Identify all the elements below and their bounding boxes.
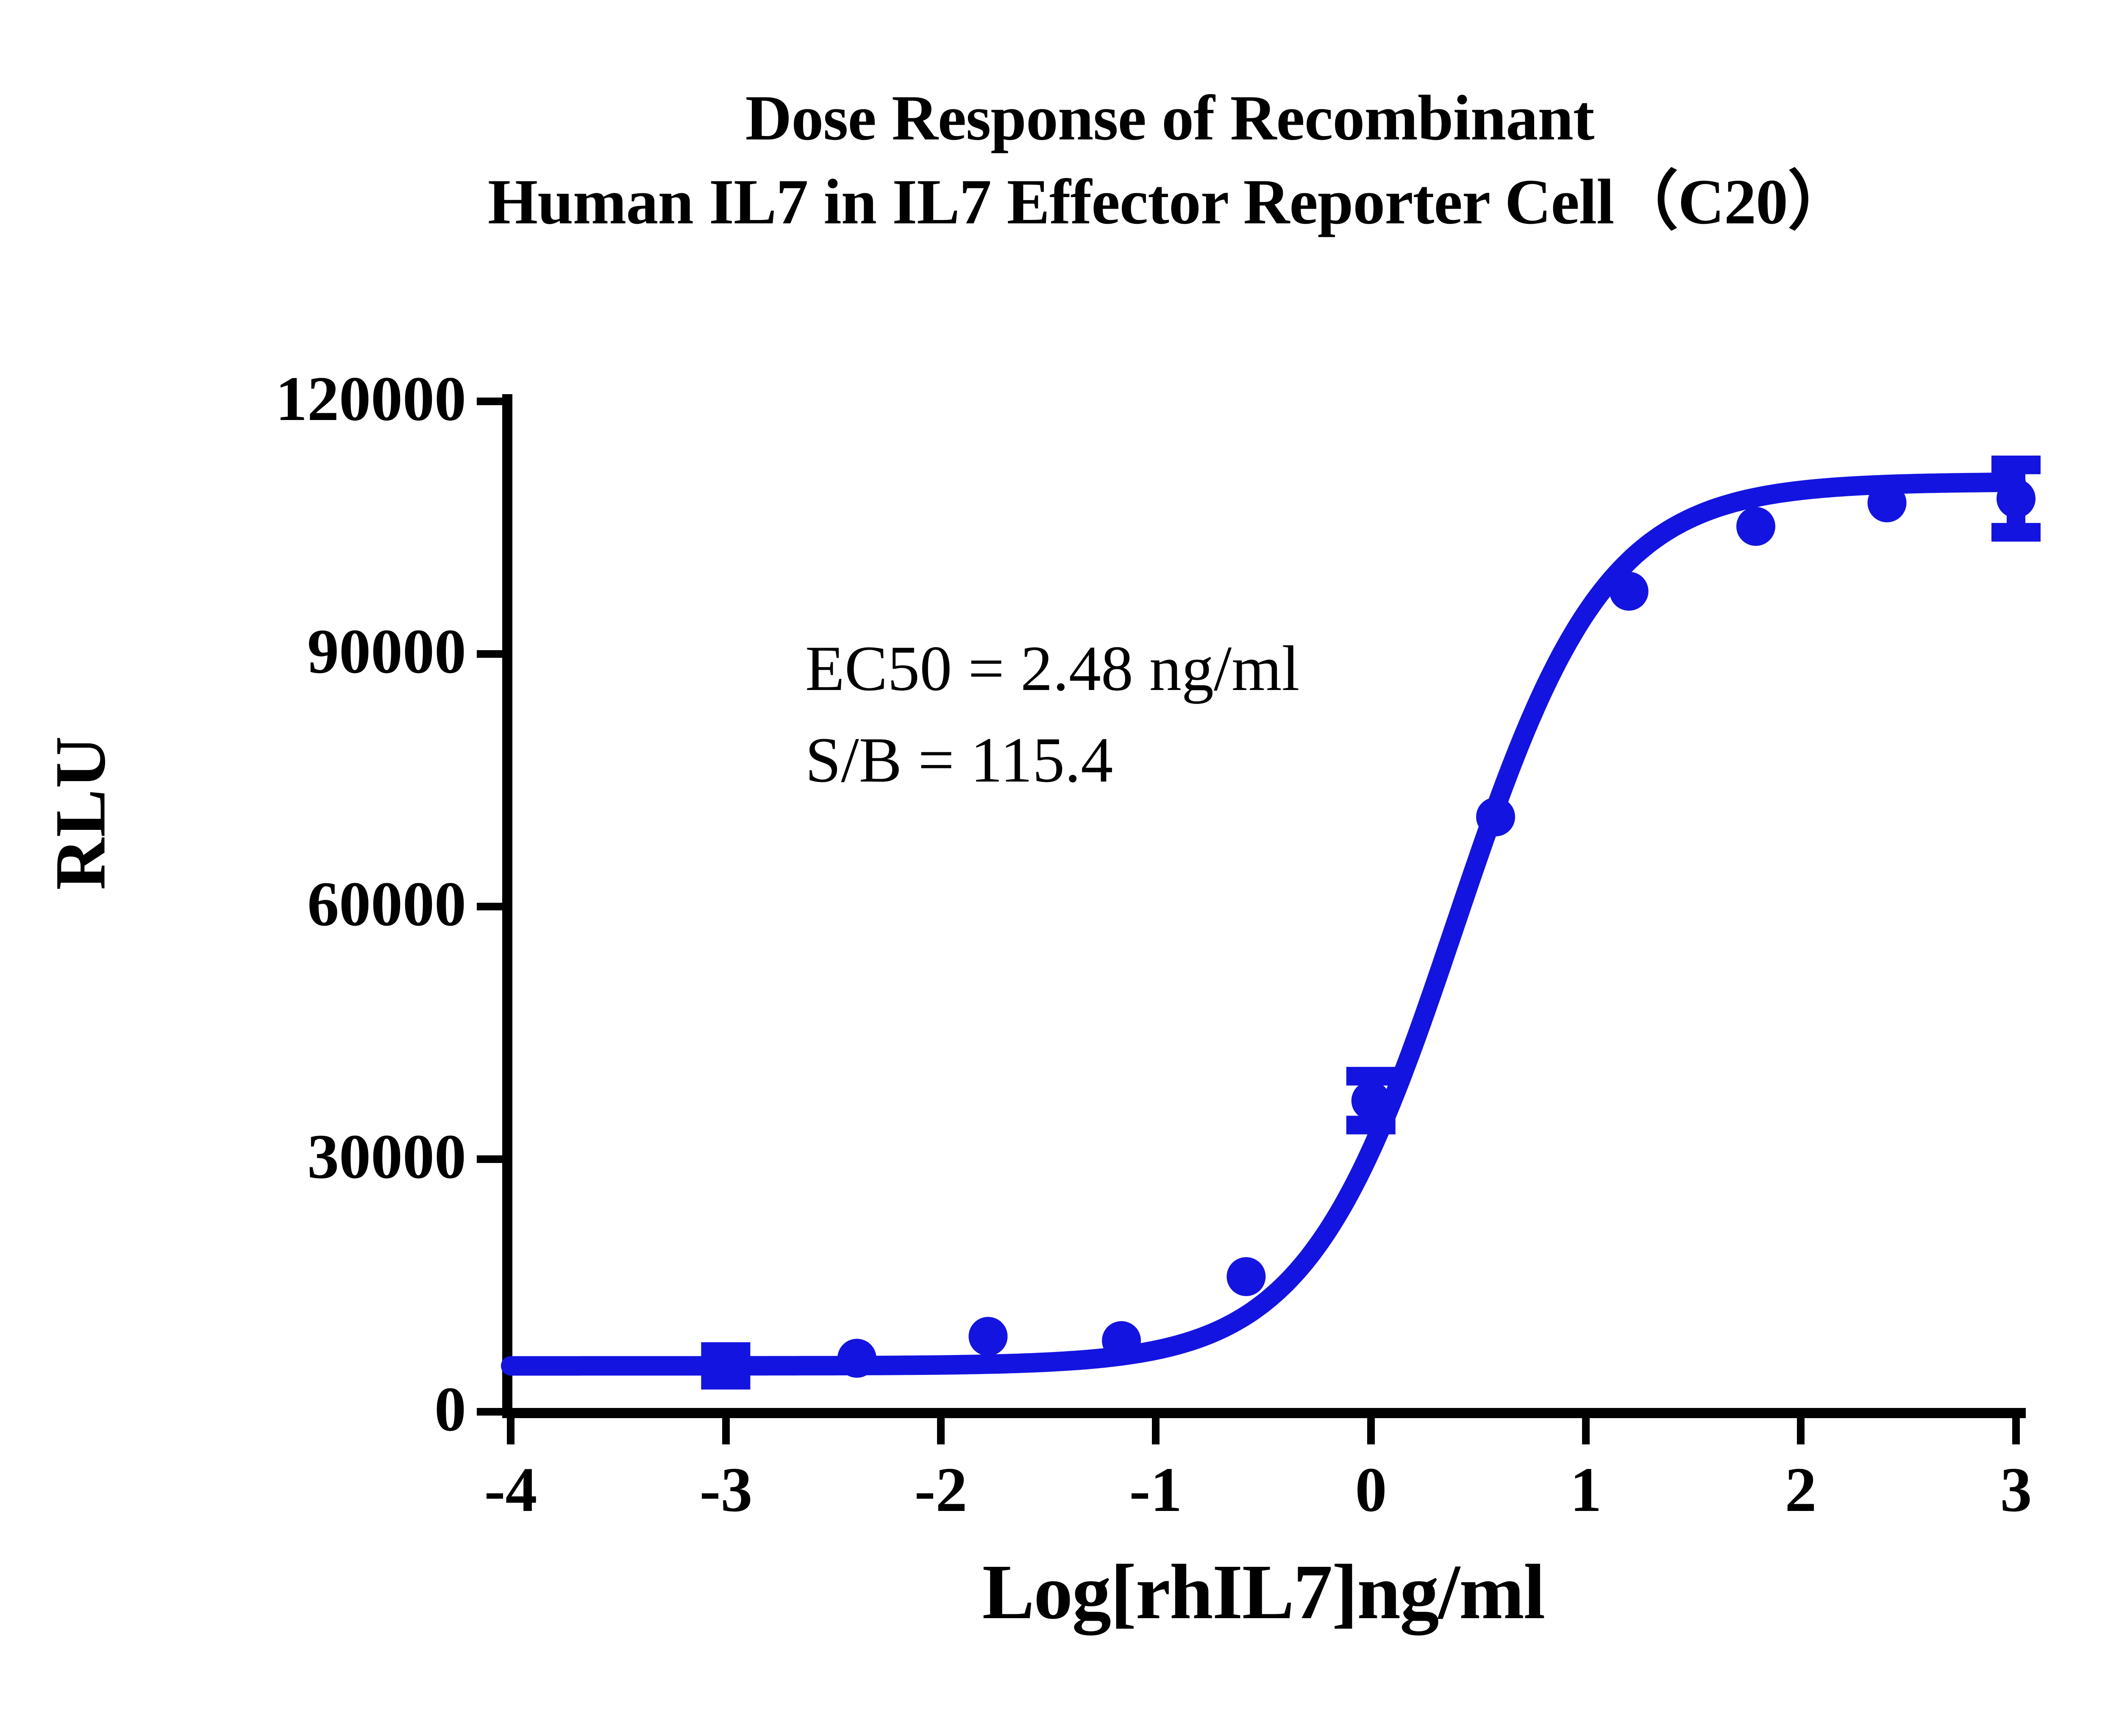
data-point <box>1867 483 1907 523</box>
fit-curve-group <box>501 472 2026 1376</box>
chart-title: Dose Response of Recombinant Human IL7 i… <box>0 76 2119 244</box>
x-tick-label--2: -2 <box>914 1455 968 1525</box>
chart-title-line-1: Dose Response of Recombinant <box>745 82 1595 153</box>
data-point <box>706 1346 745 1385</box>
x-tick-label-0: 0 <box>1355 1455 1387 1525</box>
error-bars-group <box>701 455 2041 1390</box>
chart-title-line-2: Human IL7 in IL7 Effector Reporter Cell（… <box>487 166 1852 237</box>
data-point <box>1476 797 1516 837</box>
x-tick--3 <box>722 1418 730 1444</box>
x-tick-label-2: 2 <box>1785 1455 1817 1525</box>
x-axis-title: Log[rhIL7]ng/ml <box>982 1549 1546 1636</box>
data-points-group <box>706 479 2036 1385</box>
y-tick-label-60000: 60000 <box>307 869 466 939</box>
y-tick-60000 <box>477 903 502 910</box>
x-tick--1 <box>1152 1418 1160 1444</box>
y-tick-label-0: 0 <box>434 1374 466 1444</box>
x-tick--4 <box>507 1418 514 1444</box>
data-point <box>1997 479 2036 518</box>
x-tick-1 <box>1582 1418 1590 1444</box>
x-tick-label-1: 1 <box>1570 1455 1602 1525</box>
y-axis-spine <box>502 394 512 1418</box>
y-tick-90000 <box>477 650 502 658</box>
fit-curve <box>501 472 2026 1376</box>
y-tick-label-120000: 120000 <box>275 364 466 434</box>
y-tick-label-30000: 30000 <box>307 1121 466 1192</box>
y-tick-30000 <box>477 1155 502 1163</box>
y-tick-label-90000: 90000 <box>307 616 466 687</box>
annotation-ec50: EC50 = 2.48 ng/ml <box>805 633 1300 704</box>
data-point <box>837 1338 876 1378</box>
x-tick-2 <box>1797 1418 1805 1444</box>
x-tick-3 <box>2012 1418 2020 1444</box>
x-tick--2 <box>937 1418 945 1444</box>
x-axis-spine <box>502 1408 2026 1418</box>
data-point <box>968 1317 1008 1356</box>
data-point <box>1609 571 1649 611</box>
chart-annotation: EC50 = 2.48 ng/ml S/B = 115.4 <box>805 623 1300 806</box>
y-tick-120000 <box>477 398 502 405</box>
x-tick-label--4: -4 <box>484 1455 537 1525</box>
data-point <box>1736 506 1776 546</box>
data-point <box>1102 1321 1141 1360</box>
data-point <box>1226 1257 1266 1296</box>
x-tick-label--1: -1 <box>1129 1455 1182 1525</box>
x-tick-0 <box>1367 1418 1375 1444</box>
y-tick-0 <box>477 1408 502 1416</box>
annotation-sb: S/B = 115.4 <box>805 724 1113 796</box>
data-point <box>1351 1081 1390 1120</box>
x-tick-label--3: -3 <box>699 1455 753 1525</box>
x-tick-label-3: 3 <box>2000 1455 2032 1525</box>
